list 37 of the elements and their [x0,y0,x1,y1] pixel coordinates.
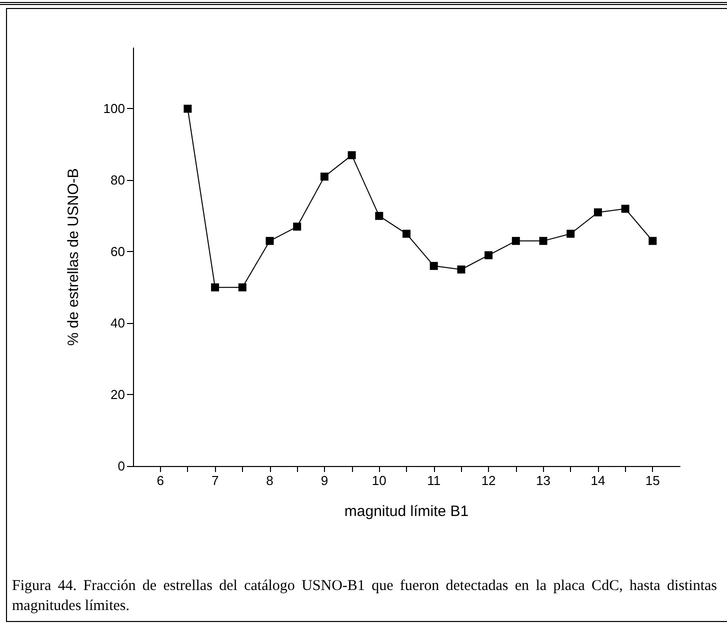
point [293,222,302,231]
x-tick-label: 8 [266,473,274,488]
point [566,230,575,238]
y-tick-label: 40 [110,316,125,331]
point [211,283,220,292]
point [621,204,630,213]
y-tick-label: 80 [110,172,125,188]
point [457,266,466,274]
point [484,251,493,260]
x-tick-label: 15 [645,473,660,488]
point [648,236,657,245]
x-tick-label: 10 [372,473,386,488]
x-tick-label: 14 [590,473,606,488]
y-axis-title: % de estrellas de USNO-B [65,168,82,346]
x-tick-label: 7 [211,473,219,488]
point [402,230,410,238]
point [512,236,520,245]
text: Figura 44. Fracción de estrellas del catálogo USNO-B1 que fueron detectadas en la placa CdC, hasta distintas magnitudes límites. [12,577,717,616]
y-tick-label: 100 [103,101,125,116]
point [348,151,356,160]
x-tick-label: 12 [481,473,496,488]
point [184,104,192,113]
y-tick-label: 20 [110,387,125,402]
point [430,262,438,270]
x-axis-title: magnitud límite B1 [344,503,469,520]
x-tick-label: 13 [536,473,550,488]
x-tick-label: 6 [156,473,164,488]
point [266,236,274,245]
point [320,172,328,181]
point [539,236,548,245]
point [594,208,602,216]
y-tick-label: 60 [110,244,125,260]
x-tick-label: 11 [427,473,441,488]
x-tick-label: 9 [320,473,328,488]
y-tick-label: 0 [118,458,125,474]
point [238,283,246,292]
point [375,212,384,220]
